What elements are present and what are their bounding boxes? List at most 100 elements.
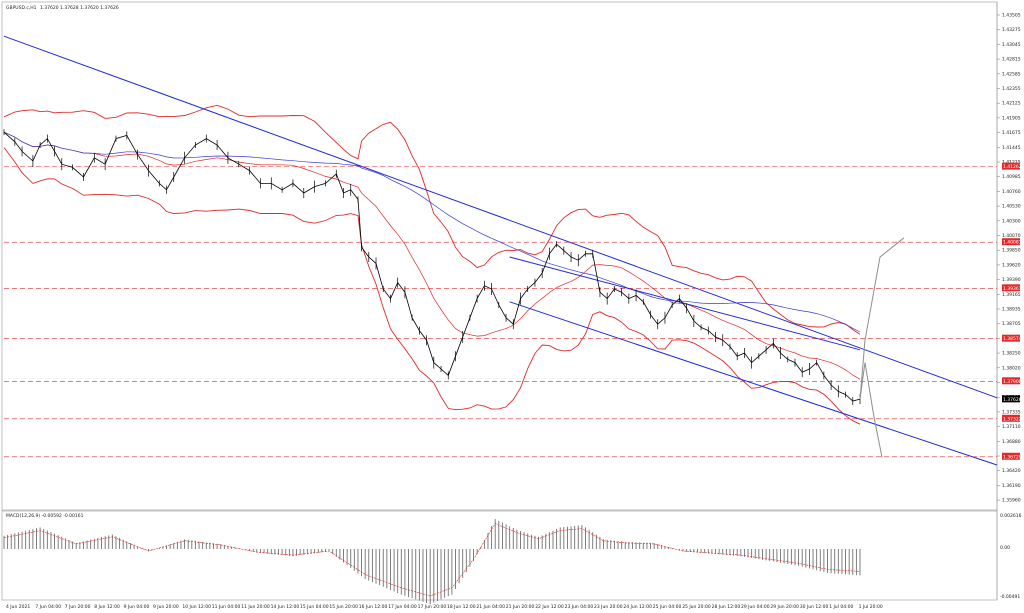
- price-tick-label: 1.41905: [1002, 115, 1021, 121]
- price-tick-label: 1.37110: [1002, 424, 1021, 430]
- price-tick-label: 1.36420: [1002, 468, 1021, 474]
- bollinger-lower: [3, 147, 861, 425]
- price-tick-label: 1.40760: [1002, 189, 1021, 195]
- price-tick-label: 1.38250: [1002, 351, 1021, 357]
- time-tick-label: 7 Jun 20:00: [65, 604, 91, 610]
- price-tick-label: 1.38020: [1002, 365, 1021, 371]
- level-tag-label: 1.41262: [1003, 164, 1022, 170]
- level-tag-box: [1002, 334, 1020, 342]
- main-pane-border: [1, 1, 998, 511]
- time-tick-label: 17 Jun 20:00: [418, 604, 447, 610]
- price-tick-label: 1.36190: [1002, 483, 1021, 489]
- bollinger-upper: [3, 104, 861, 335]
- price-tick-label: 1.39390: [1002, 277, 1021, 283]
- ma-line: [3, 131, 861, 333]
- price-series: [3, 129, 861, 406]
- macd-histogram: [3, 519, 861, 605]
- level-tag-label: 1.36729: [1003, 454, 1022, 460]
- time-tick-label: 9 Jun 20:00: [153, 604, 179, 610]
- level-tag-label: 1.39361: [1003, 286, 1022, 292]
- time-tick-label: 15 Jun 04:00: [300, 604, 329, 610]
- time-tick-label: 29 Jun 20:00: [770, 604, 799, 610]
- projection-up: [859, 237, 905, 400]
- time-tick-label: 7 Jun 04:00: [35, 604, 61, 610]
- price-tick-label: 1.42815: [1002, 57, 1021, 63]
- price-tick-label: 1.37335: [1002, 409, 1021, 415]
- price-axis: 1.43505 1.43275 1.43045 1.42815 1.42585 1.423…: [997, 13, 1021, 504]
- time-tick-label: 28 Jun 12:00: [712, 604, 741, 610]
- macd-scale-bottom: -0.00491: [1000, 594, 1020, 600]
- time-tick-label: 9 Jun 04:00: [124, 604, 150, 610]
- price-tick-label: 1.39620: [1002, 262, 1021, 268]
- channel-upper: [509, 256, 861, 351]
- time-tick-label: 25 Jun 04:00: [653, 604, 682, 610]
- time-tick-label: 23 Jun 04:00: [565, 604, 594, 610]
- level-tag-label: 1.37322: [1003, 416, 1022, 422]
- price-tick-label: 1.41675: [1002, 130, 1021, 136]
- macd-scale-zero: 0.00: [1000, 545, 1010, 551]
- level-tag-label: 1.37908: [1003, 379, 1022, 385]
- time-tick-label: 10 Jun 12:00: [182, 604, 211, 610]
- time-tick-label: 4 Jun 2021: [6, 604, 30, 610]
- price-tick-label: 1.40300: [1002, 218, 1021, 224]
- time-tick-label: 22 Jun 12:00: [535, 604, 564, 610]
- price-tick-label: 1.41215: [1002, 160, 1021, 166]
- price-tick-label: 1.43045: [1002, 42, 1021, 48]
- time-tick-label: 1 Jul 20:00: [859, 604, 883, 610]
- level-tag-box: [1002, 452, 1020, 460]
- macd-scale-top: 0.002616: [1000, 513, 1022, 519]
- level-tag-box: [1002, 238, 1020, 246]
- level-tag-label: 1.38574: [1003, 336, 1022, 342]
- time-tick-label: 30 Jun 12:00: [800, 604, 829, 610]
- time-tick-label: 8 Jun 12:00: [94, 604, 120, 610]
- time-tick-label: 11 Jun 04:00: [212, 604, 241, 610]
- price-tick-label: 1.42355: [1002, 86, 1021, 92]
- price-tick-label: 1.39850: [1002, 248, 1021, 254]
- time-tick-label: 17 Jun 04:00: [388, 604, 417, 610]
- price-tick-label: 1.40530: [1002, 204, 1021, 210]
- ohlc-readout: 1.37620 1.37628 1.37620 1.37626: [40, 5, 119, 11]
- level-tag-box: [1002, 377, 1020, 385]
- price-line: [3, 131, 861, 402]
- macd-signal: [3, 523, 861, 597]
- time-tick-label: 29 Jun 04:00: [741, 604, 770, 610]
- moving-average: [3, 131, 861, 333]
- price-tick-label: 1.42585: [1002, 71, 1021, 77]
- macd-title: MACD(12,26,9) -0.00592 -0.00161: [6, 513, 84, 519]
- time-tick-label: 16 Jun 12:00: [359, 604, 388, 610]
- level-tag-box: [1002, 414, 1020, 422]
- time-tick-label: 21 Jun 20:00: [506, 604, 535, 610]
- current-price-box: [1002, 395, 1020, 403]
- price-level-tags: 1.41262 1.40081 1.39361 1.38574 1.37908 1.373…: [1002, 162, 1022, 460]
- price-tick-label: 1.43505: [1002, 13, 1021, 19]
- time-tick-label: 21 Jun 04:00: [476, 604, 505, 610]
- horizontal-levels: [4, 166, 997, 458]
- price-tick-label: 1.40985: [1002, 174, 1021, 180]
- channel-lower: [509, 301, 998, 466]
- bollinger-bands: [3, 104, 861, 425]
- level-tag-box: [1002, 162, 1020, 170]
- price-tick-label: 1.36880: [1002, 439, 1021, 445]
- time-tick-label: 23 Jun 20:00: [594, 604, 623, 610]
- time-tick-label: 24 Jun 12:00: [623, 604, 652, 610]
- time-axis: 4 Jun 2021 7 Jun 04:00 7 Jun 20:00 8 Jun 12…: [6, 604, 883, 610]
- main-trendline: [3, 35, 998, 399]
- projection-arrows: [859, 237, 905, 458]
- macd-pane-border: [1, 510, 998, 601]
- time-tick-label: 25 Jun 20:00: [682, 604, 711, 610]
- price-tick-label: 1.38705: [1002, 321, 1021, 327]
- price-tick-label: 1.41445: [1002, 145, 1021, 151]
- level-tag-label: 1.40081: [1003, 240, 1022, 246]
- current-price-label: 1.37626: [1003, 397, 1022, 403]
- time-tick-label: 18 Jun 12:00: [447, 604, 476, 610]
- time-tick-label: 1 Jul 04:00: [829, 604, 853, 610]
- symbol-title: GBPUSD.c,H1: [6, 5, 37, 11]
- price-tick-label: 1.42125: [1002, 101, 1021, 107]
- time-tick-label: 15 Jun 20:00: [329, 604, 358, 610]
- price-tick-label: 1.38935: [1002, 307, 1021, 313]
- price-tick-label: 1.43275: [1002, 27, 1021, 33]
- level-tag-box: [1002, 284, 1020, 292]
- price-tick-label: 1.35960: [1002, 498, 1021, 504]
- trendlines: [3, 35, 998, 466]
